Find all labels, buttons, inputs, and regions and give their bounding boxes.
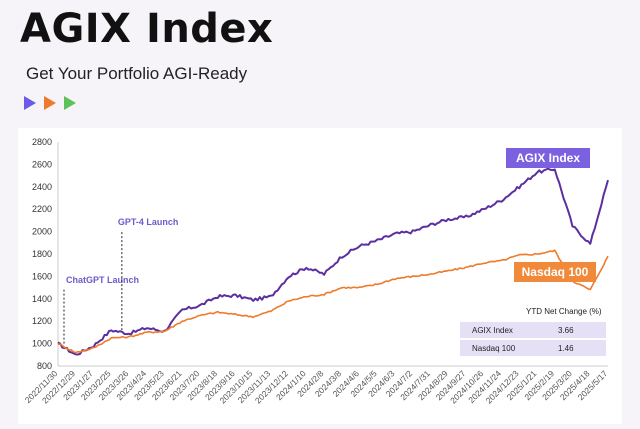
series-line-agix — [57, 167, 609, 356]
y-tick-label: 1000 — [32, 339, 52, 349]
ytd-row-bg — [460, 322, 606, 338]
y-tick-label: 2000 — [32, 227, 52, 237]
ytd-row-name: AGIX Index — [472, 326, 513, 335]
y-tick-label: 2200 — [32, 204, 52, 214]
ytd-table-header: YTD Net Change (%) — [526, 307, 602, 316]
y-tick-label: 2800 — [32, 137, 52, 147]
legend-label-nasdaq: Nasdaq 100 — [522, 265, 589, 279]
annotation-label: ChatGPT Launch — [66, 275, 139, 285]
line-chart: 800 1000 1200 1400 1600 1800 2000 2200 2400 2600 2… — [23, 137, 610, 405]
annotation-label: GPT-4 Launch — [118, 217, 179, 227]
y-tick-label: 800 — [37, 361, 52, 371]
legend-tag-nasdaq — [514, 262, 596, 282]
legend-label-agix: AGIX Index — [516, 151, 580, 165]
play-arrow-icon — [44, 96, 56, 110]
series-line-nasdaq — [58, 249, 609, 354]
chart-card: 800 1000 1200 1400 1600 1800 2000 2200 2400 2600 2… — [18, 128, 622, 424]
y-tick-label: 2400 — [32, 182, 52, 192]
y-tick-label: 1200 — [32, 316, 52, 326]
y-tick-label: 1400 — [32, 294, 52, 304]
play-arrow-icon — [64, 96, 76, 110]
y-tick-label: 2600 — [32, 159, 52, 169]
y-tick-label: 1800 — [32, 249, 52, 259]
legend-tag-agix — [506, 148, 590, 168]
play-arrow-icon — [24, 96, 36, 110]
ytd-row-bg — [460, 340, 606, 356]
ytd-row-value: 1.46 — [558, 344, 574, 353]
ytd-row-value: 3.66 — [558, 326, 574, 335]
ytd-row-name: Nasdaq 100 — [472, 344, 516, 353]
page-subtitle: Get Your Portfolio AGI-Ready — [26, 64, 248, 83]
y-tick-label: 1600 — [32, 271, 52, 281]
arrow-decoration — [24, 96, 76, 110]
page-title: AGIX Index — [20, 6, 274, 52]
